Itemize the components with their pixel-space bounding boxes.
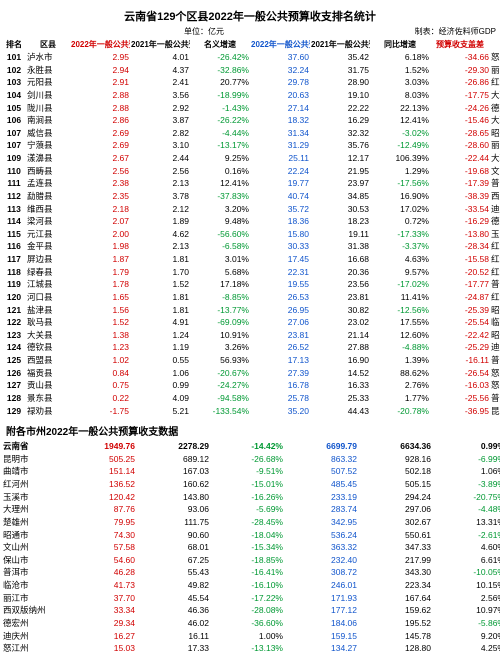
table-row: 怒江州15.0317.33-13.13%134.27128.804.25%-11… bbox=[2, 642, 500, 655]
maker-label: 制表：经济佐料师GDP bbox=[415, 26, 496, 37]
table-row: 103元阳县2.912.4120.77%29.7828.903.03%-26.8… bbox=[2, 76, 500, 89]
table-row: 126福贡县0.841.06-20.67%27.3914.5288.62%-26… bbox=[2, 367, 500, 380]
h-county: 区县 bbox=[26, 39, 70, 51]
header-row: 排名 区县 2022年一般公共预算收入 2021年一般公共预算收入 名义增速 2… bbox=[2, 39, 500, 51]
h-nominal: 名义增速 bbox=[190, 39, 250, 51]
table-row: 114梁河县2.071.899.48%18.3618.230.72%-16.29… bbox=[2, 215, 500, 228]
table-row: 118绿春县1.791.705.68%22.3120.369.57%-20.52… bbox=[2, 266, 500, 279]
h-rev21: 2021年一般公共预算收入 bbox=[130, 39, 190, 51]
table-row: 保山市54.6067.25-18.85%232.40217.996.61%-17… bbox=[2, 554, 500, 567]
unit-label: 单位：亿元 bbox=[184, 26, 224, 37]
table-row: 临沧市41.7349.82-16.10%246.01223.3410.15%-2… bbox=[2, 579, 500, 592]
table-row: 116金平县1.982.13-6.58%30.3331.38-3.37%-28.… bbox=[2, 240, 500, 253]
table-row: 115元江县2.004.62-56.60%15.8019.11-17.33%-1… bbox=[2, 228, 500, 241]
table-row: 丽江市37.7045.54-17.22%171.93167.642.56%-13… bbox=[2, 592, 500, 605]
table-row: 101泸水市2.954.01-26.42%37.6035.426.18%-34.… bbox=[2, 51, 500, 64]
table-row: 文山州57.5868.01-15.34%363.32347.334.60%-30… bbox=[2, 541, 500, 554]
table-row: 大理州87.7693.06-5.69%283.74297.06-4.48%-19… bbox=[2, 503, 500, 516]
table-row: 曲靖市151.14167.03-9.51%507.52502.181.06%-3… bbox=[2, 465, 500, 478]
table-row: 124德钦县1.231.193.26%26.5227.88-4.88%-25.2… bbox=[2, 341, 500, 354]
city-table: 云南省1949.762278.29-14.42%6699.796634.360.… bbox=[2, 440, 500, 655]
h-yoy: 同比增速 bbox=[370, 39, 430, 51]
table-row: 120河口县1.651.81-8.85%26.5323.8111.41%-24.… bbox=[2, 291, 500, 304]
table-row: 129禄劝县-1.755.21-133.54%35.2044.43-20.78%… bbox=[2, 405, 500, 418]
h-gap: 预算收支盖差 bbox=[430, 39, 490, 51]
table-row: 119江城县1.781.5217.18%19.5523.56-17.02%-17… bbox=[2, 278, 500, 291]
table-row: 西双版纳州33.3446.36-28.08%177.12159.6210.97%… bbox=[2, 604, 500, 617]
table-row: 112勐腊县2.353.78-37.83%40.7434.8516.90%-38… bbox=[2, 190, 500, 203]
table-row: 迪庆州16.2716.111.00%159.15145.789.20%-142.… bbox=[2, 630, 500, 643]
table-row: 云南省1949.762278.29-14.42%6699.796634.360.… bbox=[2, 440, 500, 453]
table-row: 红河州136.52160.62-15.01%485.45505.15-3.89%… bbox=[2, 478, 500, 491]
table-row: 玉溪市120.42143.80-16.26%233.19294.24-20.75… bbox=[2, 491, 500, 504]
table-row: 109漾濞县2.672.449.25%25.1112.17106.39%-22.… bbox=[2, 152, 500, 165]
table-row: 102永胜县2.944.37-32.86%32.2431.751.52%-29.… bbox=[2, 64, 500, 77]
h-exp22: 2022年一般公共预算支出 bbox=[250, 39, 310, 51]
table-row: 110西畴县2.562.560.16%22.2421.951.29%-19.68… bbox=[2, 165, 500, 178]
table-row: 111孟连县2.382.1312.41%19.7723.97-17.56%-17… bbox=[2, 177, 500, 190]
table-row: 104剑川县2.883.56-18.99%20.6319.108.03%-17.… bbox=[2, 89, 500, 102]
table-row: 128景东县0.224.09-94.58%25.7825.331.77%-25.… bbox=[2, 392, 500, 405]
table-row: 123大关县1.381.2410.91%23.8121.1412.60%-22.… bbox=[2, 329, 500, 342]
table-row: 121盐津县1.561.81-13.77%26.9530.82-12.56%-2… bbox=[2, 304, 500, 317]
table-row: 117屏边县1.871.813.01%17.4516.684.63%-15.58… bbox=[2, 253, 500, 266]
h-rank: 排名 bbox=[2, 39, 26, 51]
table-row: 113维西县2.182.123.20%35.7230.5317.02%-33.5… bbox=[2, 203, 500, 216]
county-table: 排名 区县 2022年一般公共预算收入 2021年一般公共预算收入 名义增速 2… bbox=[2, 39, 500, 417]
sub-title: 附各市州2022年一般公共预算收支数据 bbox=[6, 423, 498, 438]
h-loc: 属地 bbox=[490, 39, 500, 51]
h-rev22: 2022年一般公共预算收入 bbox=[70, 39, 130, 51]
table-row: 107宁蒗县2.693.10-13.17%31.2935.76-12.49%-2… bbox=[2, 139, 500, 152]
table-row: 107威信县2.692.82-4.44%31.3432.32-3.02%-28.… bbox=[2, 127, 500, 140]
table-row: 105陇川县2.882.92-1.43%27.1422.2222.13%-24.… bbox=[2, 102, 500, 115]
table-row: 106南涧县2.863.87-26.22%18.3216.2912.41%-15… bbox=[2, 114, 500, 127]
table-row: 昭通市74.3090.60-18.04%536.24550.61-2.61%-4… bbox=[2, 529, 500, 542]
h-exp21: 2021年一般公共预算支出 bbox=[310, 39, 370, 51]
table-row: 125西盟县1.020.5556.93%17.1316.901.39%-16.1… bbox=[2, 354, 500, 367]
main-title: 云南省129个区县2022年一般公共预算收支排名统计 bbox=[2, 8, 498, 24]
table-row: 122耿马县1.524.91-69.09%27.0623.0217.55%-25… bbox=[2, 316, 500, 329]
table-row: 普洱市46.2855.43-16.41%308.72343.30-10.05%-… bbox=[2, 566, 500, 579]
table-row: 127贡山县0.750.99-24.27%16.7816.332.76%-16.… bbox=[2, 379, 500, 392]
table-row: 德宏州29.3446.02-36.60%184.06195.52-5.86%-1… bbox=[2, 617, 500, 630]
table-row: 楚雄州79.95111.75-28.45%342.95302.6713.31%-… bbox=[2, 516, 500, 529]
table-row: 昆明市505.25689.12-26.68%863.32928.16-6.99%… bbox=[2, 453, 500, 466]
